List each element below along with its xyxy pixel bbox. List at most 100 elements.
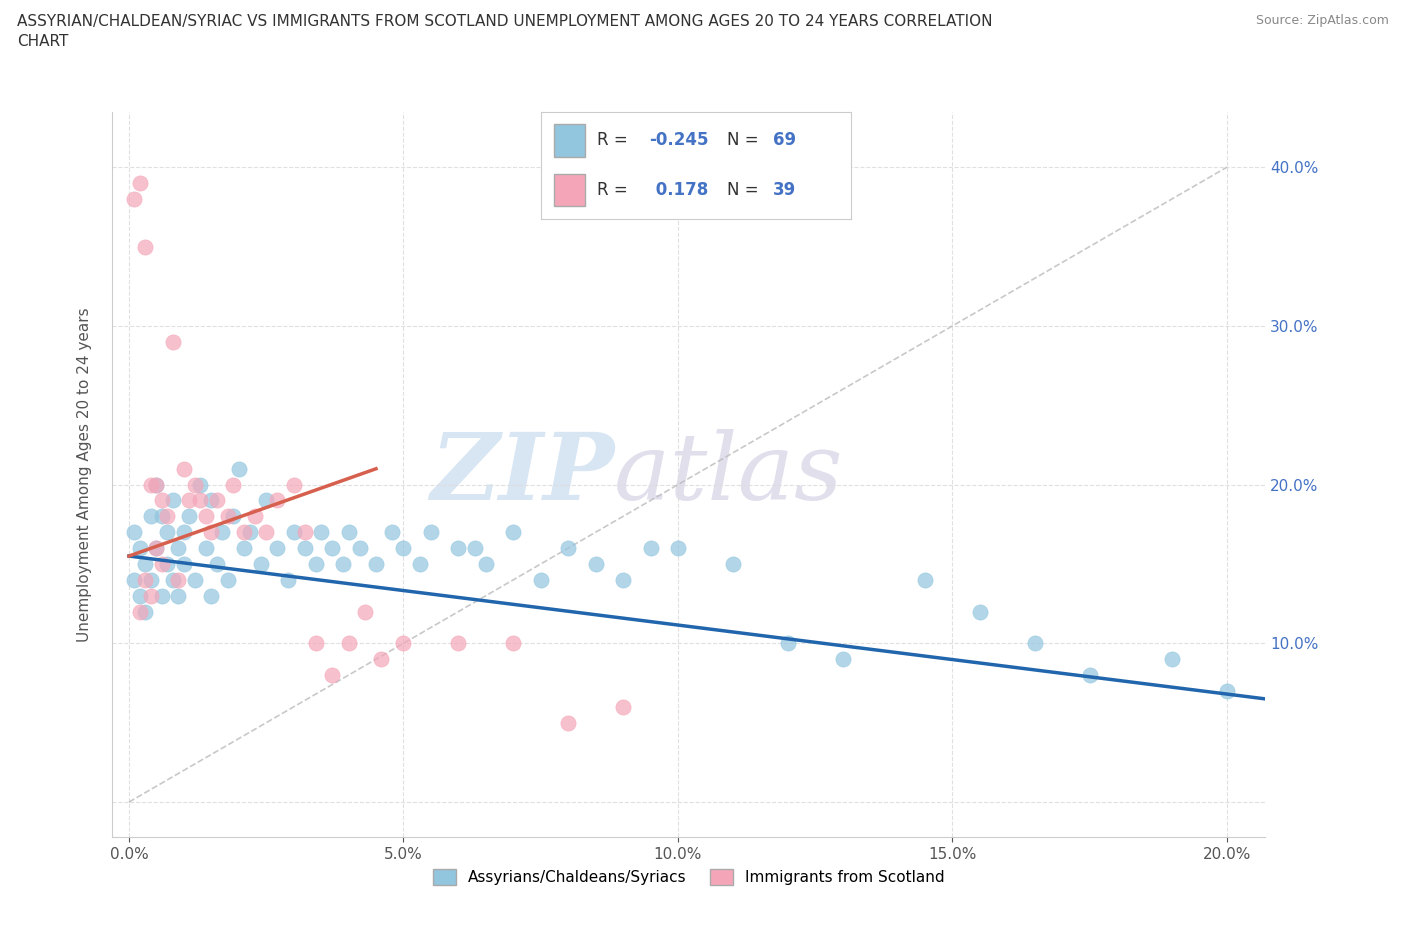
Point bbox=[211, 525, 233, 539]
Point bbox=[409, 556, 432, 571]
Point bbox=[134, 556, 156, 571]
Point bbox=[139, 477, 162, 492]
Text: R =: R = bbox=[598, 131, 633, 150]
Point bbox=[162, 493, 184, 508]
Point bbox=[283, 477, 305, 492]
Point bbox=[557, 715, 579, 730]
Point bbox=[124, 192, 146, 206]
Point bbox=[502, 636, 524, 651]
Point bbox=[194, 509, 217, 524]
Point bbox=[304, 556, 326, 571]
Point bbox=[145, 540, 167, 555]
Text: 69: 69 bbox=[773, 131, 796, 150]
Point bbox=[134, 239, 156, 254]
Point bbox=[134, 573, 156, 588]
Point bbox=[585, 556, 607, 571]
Point bbox=[266, 493, 288, 508]
Point bbox=[200, 589, 222, 604]
Point bbox=[447, 636, 470, 651]
Text: 39: 39 bbox=[773, 180, 797, 199]
Text: ASSYRIAN/CHALDEAN/SYRIAC VS IMMIGRANTS FROM SCOTLAND UNEMPLOYMENT AMONG AGES 20 : ASSYRIAN/CHALDEAN/SYRIAC VS IMMIGRANTS F… bbox=[17, 14, 993, 29]
FancyBboxPatch shape bbox=[554, 174, 585, 206]
Point bbox=[162, 573, 184, 588]
Point bbox=[150, 509, 173, 524]
Point bbox=[173, 461, 195, 476]
Point bbox=[173, 525, 195, 539]
Point bbox=[145, 477, 167, 492]
Point bbox=[179, 509, 201, 524]
Point bbox=[233, 540, 256, 555]
Point bbox=[1161, 652, 1184, 667]
Point bbox=[179, 493, 201, 508]
Point bbox=[173, 556, 195, 571]
Point bbox=[321, 668, 343, 683]
Point bbox=[129, 589, 152, 604]
Point bbox=[721, 556, 744, 571]
Point bbox=[167, 589, 190, 604]
Point bbox=[129, 176, 152, 191]
Point bbox=[200, 493, 222, 508]
Text: Source: ZipAtlas.com: Source: ZipAtlas.com bbox=[1256, 14, 1389, 27]
Point bbox=[419, 525, 441, 539]
Point bbox=[475, 556, 498, 571]
Point bbox=[129, 604, 152, 619]
Point bbox=[239, 525, 262, 539]
Point bbox=[370, 652, 392, 667]
Point bbox=[349, 540, 371, 555]
Point bbox=[167, 540, 190, 555]
Point bbox=[184, 573, 207, 588]
Point bbox=[205, 493, 228, 508]
Point bbox=[914, 573, 936, 588]
Point bbox=[321, 540, 343, 555]
Point bbox=[612, 699, 634, 714]
Point bbox=[129, 540, 152, 555]
Point bbox=[217, 509, 239, 524]
Point bbox=[612, 573, 634, 588]
Point bbox=[188, 477, 211, 492]
Point bbox=[124, 573, 146, 588]
Point bbox=[447, 540, 470, 555]
Point bbox=[205, 556, 228, 571]
Point bbox=[167, 573, 190, 588]
Point bbox=[139, 589, 162, 604]
Point bbox=[392, 540, 415, 555]
Text: N =: N = bbox=[727, 180, 763, 199]
Point bbox=[145, 477, 167, 492]
Point bbox=[254, 493, 277, 508]
Point bbox=[392, 636, 415, 651]
Point bbox=[1078, 668, 1101, 683]
Text: 0.178: 0.178 bbox=[650, 180, 707, 199]
Point bbox=[776, 636, 799, 651]
Point bbox=[139, 509, 162, 524]
Text: R =: R = bbox=[598, 180, 633, 199]
Text: CHART: CHART bbox=[17, 34, 69, 49]
Point bbox=[139, 573, 162, 588]
Y-axis label: Unemployment Among Ages 20 to 24 years: Unemployment Among Ages 20 to 24 years bbox=[77, 307, 91, 642]
Point bbox=[156, 556, 179, 571]
Text: -0.245: -0.245 bbox=[650, 131, 709, 150]
Point bbox=[124, 525, 146, 539]
Point bbox=[217, 573, 239, 588]
Point bbox=[156, 525, 179, 539]
Point bbox=[233, 525, 256, 539]
Point bbox=[188, 493, 211, 508]
Point bbox=[354, 604, 377, 619]
Text: N =: N = bbox=[727, 131, 763, 150]
Point bbox=[332, 556, 354, 571]
Point bbox=[364, 556, 387, 571]
Point bbox=[249, 556, 271, 571]
Point bbox=[150, 556, 173, 571]
Point bbox=[337, 636, 360, 651]
Point bbox=[184, 477, 207, 492]
Point bbox=[156, 509, 179, 524]
Point bbox=[464, 540, 486, 555]
Point bbox=[228, 461, 250, 476]
Point bbox=[162, 334, 184, 349]
Point bbox=[222, 477, 245, 492]
Text: ZIP: ZIP bbox=[430, 430, 614, 519]
Legend: Assyrians/Chaldeans/Syriacs, Immigrants from Scotland: Assyrians/Chaldeans/Syriacs, Immigrants … bbox=[427, 863, 950, 891]
Point bbox=[309, 525, 332, 539]
Point bbox=[530, 573, 553, 588]
Point bbox=[150, 493, 173, 508]
Point bbox=[277, 573, 299, 588]
